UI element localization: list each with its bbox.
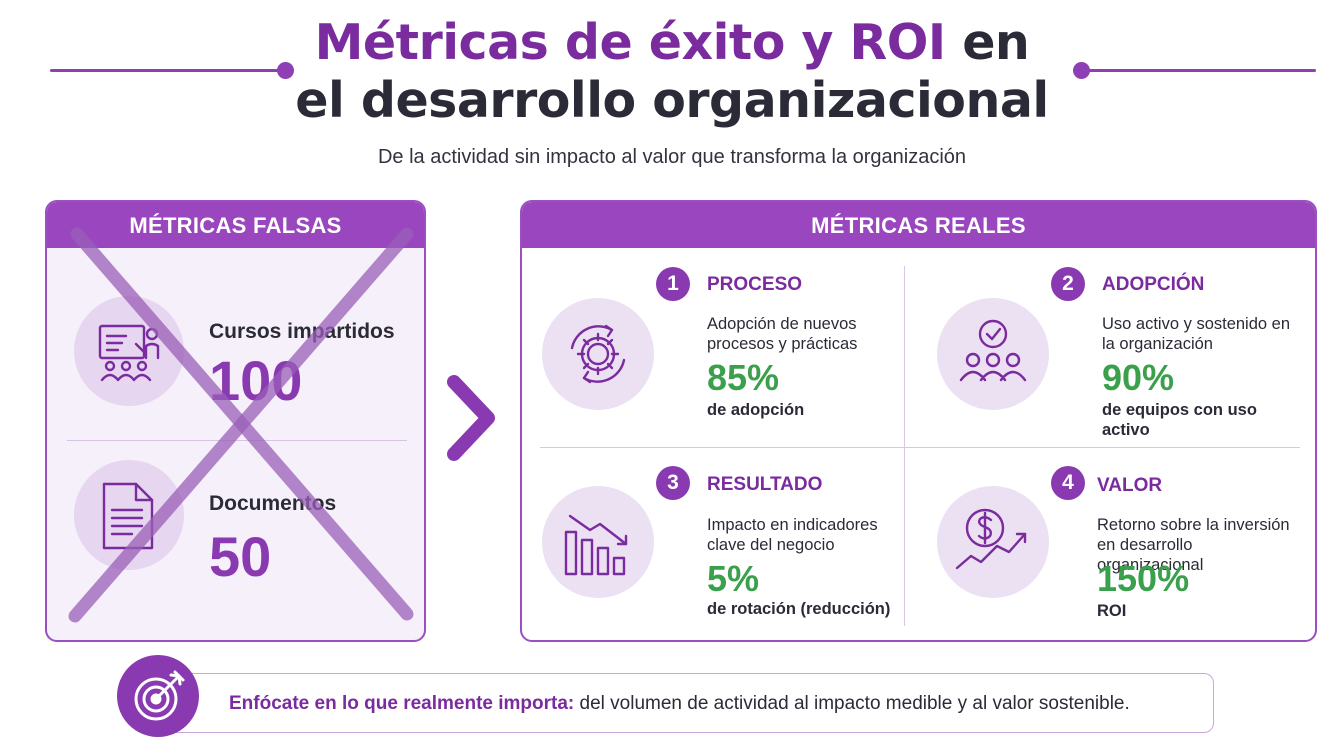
metric-value: 90% <box>1102 357 1175 398</box>
title-decor-line-left <box>50 69 286 72</box>
key-message-banner: Enfócate en lo que realmente importa: de… <box>168 673 1214 733</box>
metric-unit: ROI <box>1097 602 1127 620</box>
fake-metric-label: Documentos <box>209 492 337 515</box>
dollar-growth-icon <box>937 486 1049 598</box>
metric-value: 150% <box>1097 558 1190 599</box>
metric-unit: de equipos con uso activo <box>1102 401 1257 439</box>
fake-metric-documents: Documentos 50 <box>47 450 424 640</box>
metric-number-badge: 2 <box>1051 267 1085 301</box>
banner-emphasis: Enfócate en lo que realmente importa: <box>229 693 575 714</box>
fake-metric-value: 50 <box>209 525 272 588</box>
metric-title: VALOR <box>1097 475 1163 496</box>
metric-number-badge: 3 <box>656 466 690 500</box>
banner-text: Enfócate en lo que realmente importa: de… <box>229 693 1130 715</box>
metric-description: Retorno sobre la inversión en desarrollo… <box>1097 516 1290 574</box>
chevron-right-icon <box>447 375 495 461</box>
metric-number-badge: 4 <box>1051 466 1085 500</box>
metric-card-adoption: 2 ADOPCIÓN Uso activo y sostenido en la … <box>917 250 1297 445</box>
metric-value: 5% <box>707 558 760 599</box>
title-line-2: el desarrollo organizacional <box>295 72 1049 129</box>
real-metrics-horizontal-divider <box>540 447 1300 448</box>
fake-metrics-panel: MÉTRICAS FALSAS Cursos impartidos 100 <box>45 200 426 642</box>
metric-number-badge: 1 <box>656 267 690 301</box>
metric-description: Adopción de nuevos procesos y prácticas <box>707 315 858 353</box>
fake-metrics-divider <box>67 440 407 441</box>
metric-value: 85% <box>707 357 780 398</box>
fake-metric-courses: Cursos impartidos 100 <box>47 250 424 440</box>
real-metrics-panel: MÉTRICAS REALES 1 PROCESO Adopción de nu… <box>520 200 1317 642</box>
metric-card-result: 3 RESULTADO Impacto en indicadores clave… <box>522 450 902 640</box>
title-decor-dot-left <box>277 62 294 79</box>
target-icon <box>117 655 199 737</box>
page-subtitle: De la actividad sin impacto al valor que… <box>377 146 967 168</box>
real-metrics-heading: MÉTRICAS REALES <box>522 202 1315 248</box>
metric-description: Impacto en indicadores clave del negocio <box>707 516 878 554</box>
title-decor-line-right <box>1082 69 1316 72</box>
metric-unit: de rotación (reducción) <box>707 600 891 618</box>
fake-metric-value: 100 <box>209 349 303 412</box>
team-check-icon <box>937 298 1049 410</box>
presentation-icon <box>74 296 184 406</box>
metric-unit: de adopción <box>707 401 805 419</box>
title-decor-dot-right <box>1073 62 1090 79</box>
metric-card-value: 4 VALOR Retorno sobre la inversión en de… <box>917 450 1297 640</box>
metric-description: Uso activo y sostenido en la organizació… <box>1102 315 1291 353</box>
real-metrics-vertical-divider <box>904 266 905 626</box>
gear-cycle-icon <box>542 298 654 410</box>
fake-metrics-heading: MÉTRICAS FALSAS <box>47 202 424 248</box>
title-accent-text: Métricas de éxito y ROI <box>314 14 946 71</box>
document-icon <box>74 460 184 570</box>
page-title: Métricas de éxito y ROI en el desarrollo… <box>0 14 1344 130</box>
metric-title: PROCESO <box>707 274 803 295</box>
fake-metric-label: Cursos impartidos <box>209 320 395 343</box>
title-dark-text: en <box>962 14 1030 71</box>
metric-title: RESULTADO <box>707 474 823 495</box>
metric-title: ADOPCIÓN <box>1102 274 1205 295</box>
metric-card-process: 1 PROCESO Adopción de nuevos procesos y … <box>522 250 902 445</box>
banner-message: del volumen de actividad al impacto medi… <box>574 693 1130 714</box>
declining-bars-icon <box>542 486 654 598</box>
